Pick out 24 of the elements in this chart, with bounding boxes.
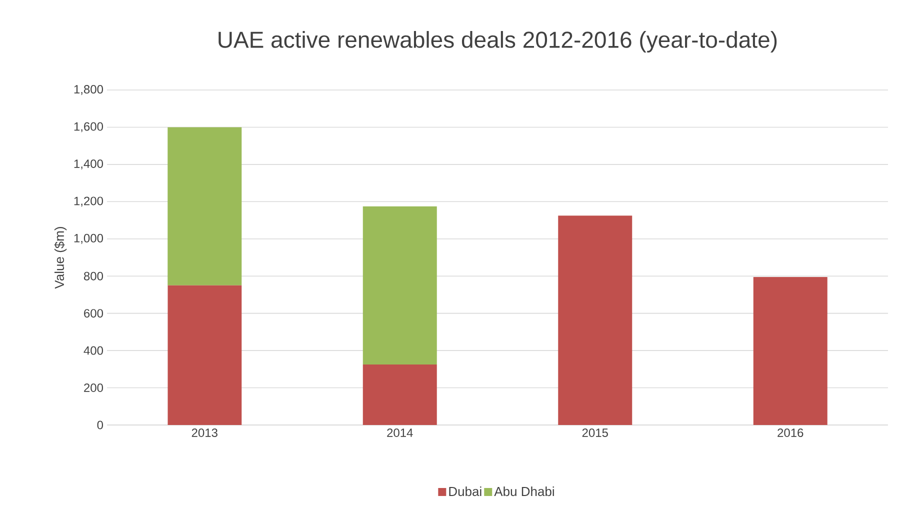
y-tick-label: 1,800 — [74, 85, 104, 95]
y-tick-label: 400 — [84, 346, 104, 355]
y-tick-label: 1,400 — [74, 159, 104, 170]
bar — [362, 206, 437, 364]
x-tick-label: 2013 — [192, 428, 218, 438]
y-tick-label: 1,600 — [74, 122, 104, 132]
x-tick-label: 2016 — [778, 428, 804, 438]
y-tick-label: 1,000 — [74, 234, 104, 244]
y-axis-title: Value ($m) — [54, 227, 67, 289]
x-tick-label: 2014 — [387, 428, 413, 438]
bar — [753, 277, 828, 425]
y-tick-label: 200 — [84, 384, 104, 392]
chart-title: UAE active renewables deals 2012-2016 (year-to-date) — [218, 31, 777, 52]
bar — [362, 364, 437, 425]
bar — [168, 127, 242, 286]
y-tick-label: 1,200 — [74, 196, 104, 207]
legend-label: Abu Dhabi — [494, 486, 554, 496]
bar — [168, 285, 242, 425]
y-tick-label: 0 — [97, 420, 104, 430]
y-tick-label: 800 — [84, 272, 104, 280]
y-tick-label: 600 — [84, 309, 104, 318]
legend-label: Dubai — [449, 486, 482, 496]
x-tick-label: 2015 — [582, 428, 608, 438]
bar — [558, 216, 632, 425]
